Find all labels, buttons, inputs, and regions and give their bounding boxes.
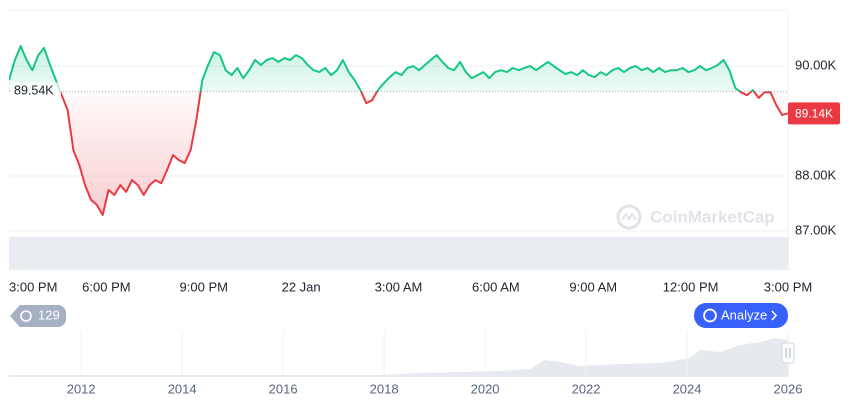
watermark-text: CoinMarketCap (650, 207, 775, 226)
navigator-tick-label: 2016 (269, 381, 298, 396)
x-tick-label: 22 Jan (282, 279, 321, 294)
badge[interactable]: 129 (10, 305, 66, 327)
last-value-label: 89.14K (795, 107, 833, 121)
x-tick-label: 9:00 PM (180, 279, 228, 294)
y-tick-label: 87.00K (795, 222, 837, 237)
navigator-tick-label: 2024 (673, 381, 702, 396)
last-value-tag (788, 102, 840, 125)
y-tick-label: 88.00K (795, 167, 837, 182)
analyze-button[interactable]: Analyze (694, 303, 788, 328)
navigator-tick-label: 2014 (168, 381, 197, 396)
navigator-tick-label: 2012 (67, 381, 96, 396)
area-fill (9, 46, 788, 215)
baseline-label-bg (11, 82, 61, 99)
volume-area (9, 237, 789, 270)
navigator-tick-label: 2026 (774, 381, 803, 396)
button-label: Analyze (721, 307, 767, 322)
x-tick-label: 6:00 AM (472, 279, 520, 294)
x-tick-label: 3:00 PM (9, 279, 57, 294)
navigator-tick-label: 2020 (471, 381, 500, 396)
watermark: CoinMarketCap (616, 204, 775, 230)
x-tick-label: 12:00 PM (663, 279, 719, 294)
price-line (9, 45, 789, 216)
x-tick-label: 6:00 PM (82, 279, 130, 294)
baseline-label: 89.54K (14, 84, 54, 98)
navigator-area (380, 338, 789, 375)
x-tick-label: 9:00 AM (569, 279, 617, 294)
badge-count: 129 (38, 307, 60, 322)
y-tick-label: 90.00K (795, 58, 837, 73)
x-tick-label: 3:00 AM (375, 279, 423, 294)
navigator-tick-label: 2018 (370, 381, 399, 396)
navigator-tick-label: 2022 (572, 381, 601, 396)
x-tick-label: 3:00 PM (764, 279, 812, 294)
